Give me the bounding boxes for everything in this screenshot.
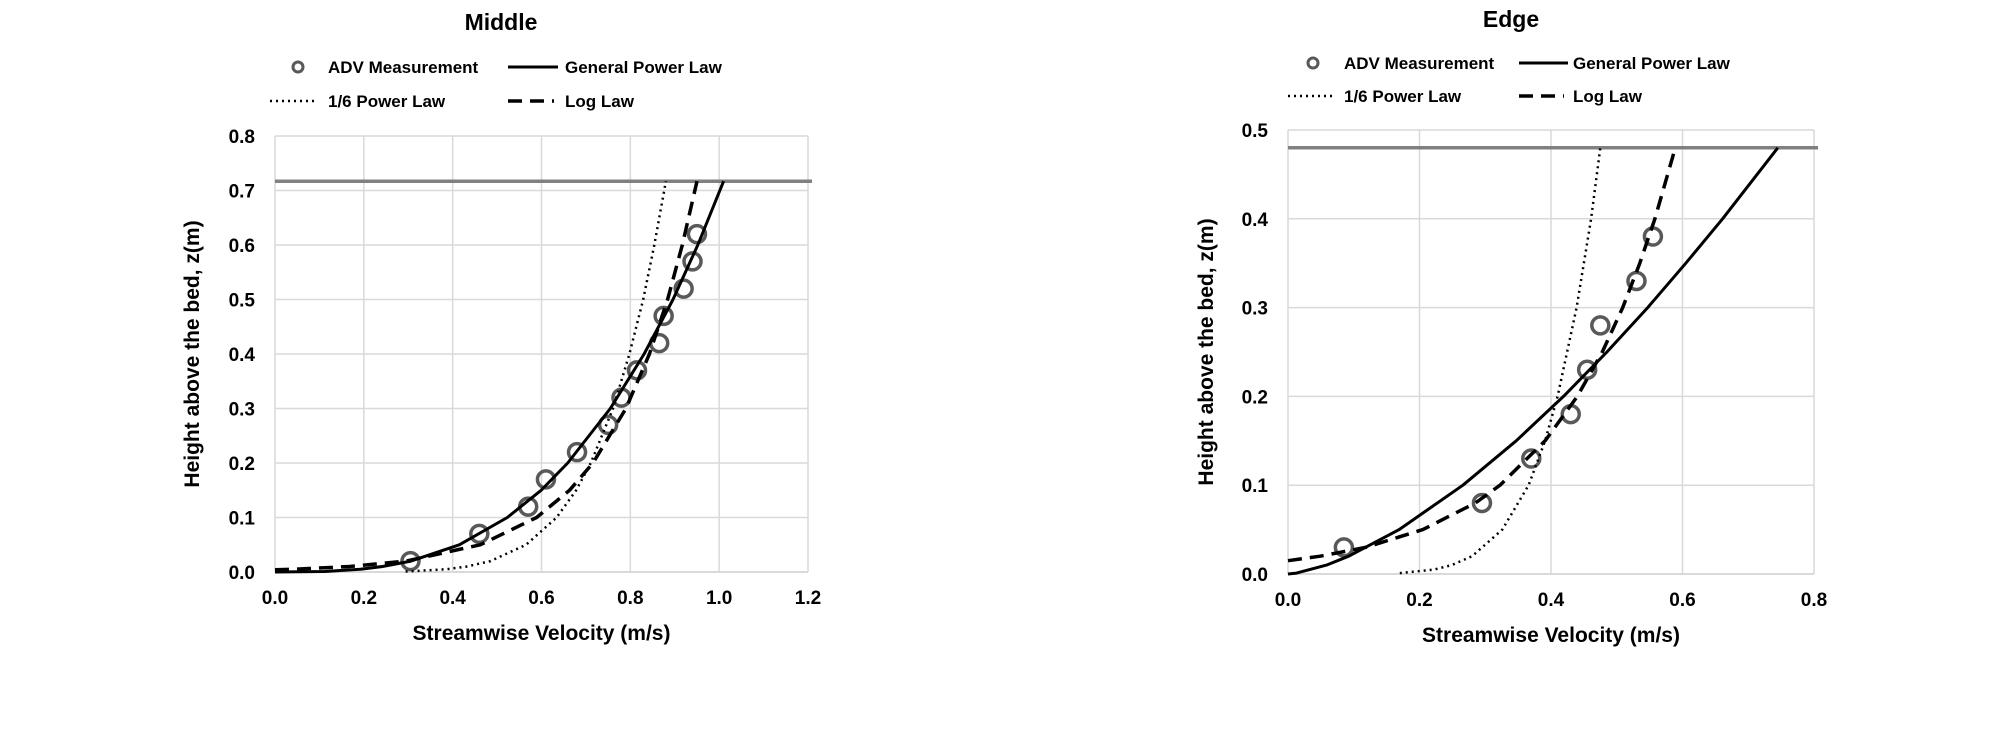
y-tick-label: 0.0 [1242, 565, 1268, 586]
data-point [653, 305, 674, 327]
x-axis-label: Streamwise Velocity (m/s) [413, 622, 671, 645]
y-tick-label: 0.3 [229, 400, 255, 421]
series-line [1287, 146, 1779, 576]
legend: ADV Measurement General Power Law 1/6 Powe… [1288, 54, 1731, 106]
chart-title: Edge [1483, 6, 1539, 32]
series-1-6-power-law [405, 180, 668, 573]
y-tick-label: 0.5 [229, 291, 256, 312]
series-adv-measurement [1333, 226, 1664, 558]
series-general-power-law [1287, 146, 1779, 576]
x-tick-label: 0.4 [439, 588, 466, 609]
chart-title: Middle [465, 9, 538, 35]
x-tick-label: 1.2 [795, 588, 821, 609]
data-point [535, 469, 557, 490]
series-line [274, 180, 699, 572]
data-point [682, 251, 703, 272]
legend: ADV Measurement General Power Law 1/6 Powe… [270, 58, 723, 111]
y-tick-label: 0.1 [229, 509, 256, 530]
series-line [274, 180, 725, 574]
data-point [1521, 448, 1542, 469]
series-line [405, 180, 668, 573]
x-tick-label: 0.2 [351, 588, 377, 609]
y-tick-label: 0.3 [1242, 299, 1268, 320]
legend-label: Log Law [565, 92, 635, 111]
y-tick-label: 0.4 [229, 345, 256, 366]
y-tick-label: 0.7 [229, 182, 255, 203]
legend-marker-circle [291, 60, 305, 74]
series-line [1287, 147, 1677, 563]
y-tick-label: 0.5 [1242, 121, 1269, 142]
x-tick-label: 0.8 [1801, 590, 1827, 611]
data-point [673, 278, 694, 299]
y-tick-label: 0.8 [229, 127, 255, 148]
x-tick-label: 0.6 [528, 588, 554, 609]
data-point [400, 550, 421, 572]
y-tick-label: 0.6 [229, 236, 255, 257]
x-tick-label: 0.0 [262, 588, 288, 609]
x-tick-label: 1.0 [706, 588, 732, 609]
legend-marker-circle [1306, 56, 1320, 70]
series-log-law [274, 180, 699, 572]
legend-label: 1/6 Power Law [1344, 87, 1462, 106]
y-tick-label: 0.2 [1242, 387, 1268, 408]
y-axis-label: Height above the bed, z(m) [1195, 218, 1218, 485]
data-point [469, 523, 490, 545]
y-axis-label: Height above the bed, z(m) [181, 220, 204, 487]
x-axis-label: Streamwise Velocity (m/s) [1422, 624, 1680, 647]
x-tick-label: 0.4 [1538, 590, 1565, 611]
data-point [1333, 537, 1355, 558]
data-point [1471, 492, 1493, 514]
x-tick-label: 0.0 [1275, 590, 1301, 611]
legend-label: 1/6 Power Law [328, 92, 446, 111]
y-tick-label: 0.1 [1242, 476, 1269, 497]
series-general-power-law [274, 180, 725, 574]
data-point [1576, 359, 1598, 381]
data-point [566, 441, 588, 463]
y-tick-label: 0.0 [229, 563, 255, 584]
legend-label: General Power Law [565, 58, 723, 77]
data-point [597, 414, 619, 436]
data-point [686, 223, 708, 245]
x-tick-label: 0.8 [617, 588, 643, 609]
series-log-law [1287, 147, 1677, 563]
legend-label: Log Law [1573, 87, 1643, 106]
x-tick-label: 0.2 [1406, 590, 1432, 611]
data-point [1590, 315, 1611, 336]
chart-middle: Middle 0.0 0.2 0.4 0.6 0.8 1.0 1.2 0.0 0.1 0.2 0.3 0… [181, 9, 821, 645]
y-tick-label: 0.2 [229, 454, 255, 475]
legend-label: ADV Measurement [328, 58, 479, 77]
x-tick-label: 0.6 [1669, 590, 1695, 611]
data-point [1626, 270, 1647, 292]
legend-label: ADV Measurement [1344, 54, 1495, 73]
y-tick-label: 0.4 [1242, 210, 1269, 231]
chart-edge: Edge 0.0 0.2 0.4 0.6 0.8 0.0 0.1 0.2 0.3 0.4 0.5 Str… [1195, 6, 1827, 647]
legend-label: General Power Law [1573, 54, 1731, 73]
